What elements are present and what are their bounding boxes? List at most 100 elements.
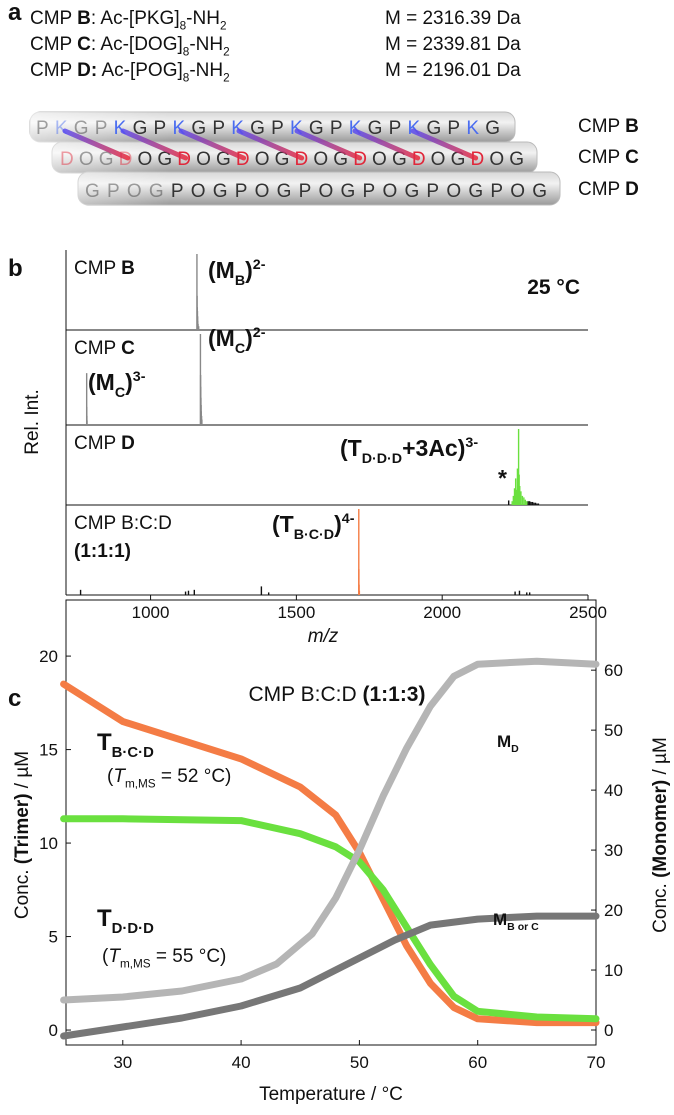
spectrum-label: CMP D (74, 433, 135, 454)
text-part: Temperature / °C (259, 1084, 403, 1105)
text-part: CMP (74, 258, 121, 279)
crosslink (352, 128, 421, 161)
spectrum-label: CMP B (74, 258, 135, 279)
crosslink (294, 128, 363, 161)
text-part: = 55 °C) (151, 946, 227, 967)
text-part: Ac-[POG] (97, 60, 183, 81)
x-tick-label: 2500 (569, 603, 607, 622)
text-part: -NH (189, 60, 223, 81)
melting-curve (60, 657, 600, 1004)
text-part: (T (340, 435, 362, 461)
series-note: (Tm,MS = 55 °C) (102, 946, 226, 971)
y-tick-label: 15 (39, 741, 58, 760)
text-part: T (97, 905, 112, 932)
crosslink (120, 128, 189, 161)
series-label: TB·C·D (97, 729, 154, 761)
x-tick-label: 60 (468, 1053, 487, 1072)
panel-label: c (8, 685, 21, 712)
text-part: CMP (30, 60, 77, 81)
y2-tick-label: 60 (604, 661, 623, 680)
y-tick-label: 0 (49, 1021, 58, 1040)
text-part: T (113, 766, 126, 787)
x-tick-label: 50 (350, 1053, 369, 1072)
melting-curve (60, 815, 600, 1023)
tube-label: CMP B (578, 116, 639, 137)
spectrum-label: CMP C (74, 338, 135, 359)
text-part: CMP B:C:D (74, 513, 172, 534)
text-part: ) (334, 511, 342, 537)
x-tick-label: 30 (113, 1053, 132, 1072)
text-part: (T (272, 511, 294, 537)
y2-axis-label: Conc. (Monomer) / µM (650, 737, 671, 933)
melting-curve (60, 912, 600, 1040)
cmp-mass: M = 2316.39 Da (385, 8, 521, 29)
y2-tick-label: 10 (604, 961, 623, 980)
crosslink (178, 128, 247, 161)
text-part: 4- (342, 511, 355, 527)
y-axis-label: Conc. (Trimer) / µM (12, 751, 33, 919)
peak-annotation: * (498, 465, 507, 491)
text-part: C (625, 147, 639, 168)
crosslink (236, 128, 305, 161)
text-part: T (108, 946, 121, 967)
crosslink (410, 128, 479, 161)
text-part: B or C (507, 921, 539, 933)
text-part: B (77, 8, 91, 29)
text-part: = 52 °C) (156, 766, 232, 787)
text-part: 3- (133, 369, 146, 385)
x-tick-label: 40 (232, 1053, 251, 1072)
text-part: : Ac-[DOG] (91, 34, 183, 55)
x-tick-label: 2000 (423, 603, 461, 622)
text-part: ) (125, 369, 133, 395)
text-part: 2 (223, 72, 230, 85)
text-part: D·D·D (112, 921, 154, 937)
text-part: (M (208, 325, 235, 351)
cmp-formula: CMP C: Ac-[DOG]8-NH2 (30, 34, 230, 59)
text-part: T (97, 729, 112, 756)
text-part: 2- (253, 257, 266, 273)
text-part: C (115, 385, 125, 401)
text-part: 8 (183, 72, 190, 85)
text-part: : Ac-[PKG] (91, 8, 180, 29)
x-tick-label: 70 (587, 1053, 606, 1072)
text-part: D (625, 179, 639, 200)
text-part: m,MS (125, 778, 156, 791)
y-tick-label: 10 (39, 834, 58, 853)
crosslink (62, 128, 131, 161)
text-part: 2 (223, 46, 230, 59)
spectrum-label: (1:1:1) (74, 541, 131, 562)
text-part: CMP (30, 8, 77, 29)
cmp-formula: CMP D: Ac-[POG]8-NH2 (30, 60, 230, 85)
y2-tick-label: 50 (604, 721, 623, 740)
text-part: M (497, 732, 511, 751)
text-part: ( (102, 946, 109, 967)
text-part: D: (77, 60, 97, 81)
y-tick-label: 5 (49, 928, 58, 947)
text-part: (M (88, 369, 115, 395)
text-part: 2 (220, 20, 227, 33)
text-part: C (121, 338, 135, 359)
text-part: (1:1:1) (74, 541, 131, 562)
panel-label: a (8, 0, 22, 26)
peak-annotation: (MB)2- (208, 257, 266, 289)
tube-label: CMP C (578, 147, 639, 168)
text-part: CMP (578, 116, 625, 137)
text-part: 8 (180, 20, 187, 33)
cmp-mass: M = 2339.81 Da (385, 34, 521, 55)
series-note: (Tm,MS = 52 °C) (107, 766, 231, 791)
text-part: CMP (74, 433, 121, 454)
text-part: / µM (12, 751, 33, 794)
text-part: 8 (183, 46, 190, 59)
text-part: D·D·D (362, 451, 402, 467)
text-part: -NH (186, 8, 220, 29)
text-part: CMP (30, 34, 77, 55)
x-axis-label: m/z (308, 626, 339, 647)
text-part: (Trimer) (12, 793, 33, 864)
text-part: C (77, 34, 91, 55)
text-part: B·C·D (294, 527, 334, 543)
text-part: C (235, 341, 245, 357)
peak-annotation: (TB·C·D)4- (272, 511, 355, 543)
text-part: ( (107, 766, 114, 787)
x-axis-label: Temperature / °C (259, 1084, 403, 1105)
text-part: / µM (650, 737, 671, 780)
